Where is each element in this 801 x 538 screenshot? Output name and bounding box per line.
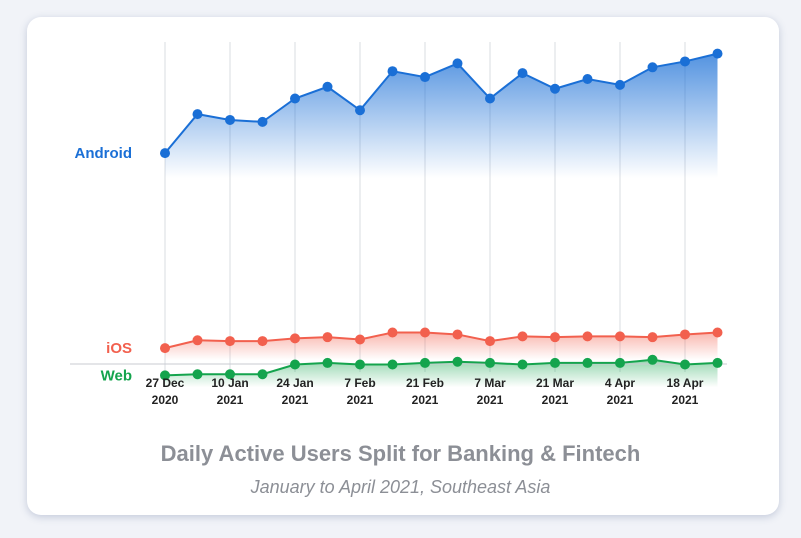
point-web [615, 357, 625, 368]
point-android [550, 83, 560, 94]
point-ios [290, 333, 300, 344]
area-fills [165, 53, 718, 388]
x-tick-label: 27 Dec 2020 [146, 376, 185, 407]
point-ios [355, 334, 365, 345]
point-web [355, 359, 365, 370]
point-web [582, 357, 593, 368]
x-tick-label: 18 Apr 2021 [667, 376, 704, 407]
point-web [452, 356, 463, 367]
point-web [420, 357, 430, 368]
point-android [647, 62, 658, 73]
point-web [290, 359, 300, 370]
series-label-android: Android [75, 145, 133, 162]
point-ios [322, 332, 333, 343]
chart-title: Daily Active Users Split for Banking & F… [160, 441, 641, 466]
point-web [485, 357, 495, 368]
point-ios [225, 336, 235, 347]
line-web [164, 358, 718, 377]
point-android [680, 56, 690, 67]
point-ios [550, 332, 560, 343]
point-android [517, 68, 528, 79]
series-label-ios: iOS [106, 340, 132, 357]
series-label-web: Web [101, 367, 132, 384]
point-android [452, 58, 463, 69]
line-ios [164, 331, 718, 350]
point-android [355, 105, 365, 116]
point-android [225, 114, 235, 125]
point-web [712, 357, 723, 368]
x-tick-label: 7 Feb 2021 [344, 376, 375, 407]
point-android [257, 116, 268, 127]
point-ios [387, 327, 398, 338]
series-points [160, 48, 723, 381]
point-android [160, 148, 170, 159]
point-ios [680, 329, 690, 340]
point-android [615, 79, 625, 90]
point-ios [485, 336, 495, 347]
x-tick-label: 7 Mar 2021 [474, 376, 506, 407]
point-ios [582, 331, 593, 342]
point-ios [517, 331, 528, 342]
x-tick-label: 24 Jan 2021 [276, 376, 313, 407]
point-ios [420, 327, 430, 338]
point-android [192, 109, 203, 120]
point-ios [647, 332, 658, 343]
series-labels: Android iOS Web [75, 145, 133, 384]
area-android [165, 53, 718, 179]
x-tick-labels: 27 Dec 2020 10 Jan 2021 24 Jan 2021 7 Feb 2021 2… [146, 376, 704, 407]
area-ios [165, 332, 718, 361]
point-web [550, 357, 560, 368]
point-android [485, 93, 495, 104]
area-web [165, 359, 718, 388]
point-web [257, 369, 268, 380]
point-web [160, 370, 170, 381]
point-android [420, 72, 430, 83]
point-web [517, 359, 528, 370]
x-tick-label: 21 Feb 2021 [406, 376, 444, 407]
point-ios [192, 335, 203, 346]
point-web [225, 369, 235, 380]
x-tick-label: 21 Mar 2021 [536, 376, 574, 407]
point-web [680, 359, 690, 370]
point-android [290, 93, 300, 104]
point-android [322, 81, 333, 92]
chart-subtitle: January to April 2021, Southeast Asia [250, 477, 551, 497]
point-ios [452, 329, 463, 340]
series-lines [164, 52, 718, 377]
point-ios [160, 343, 170, 354]
point-android [387, 66, 398, 77]
line-android [164, 52, 718, 154]
point-web [647, 354, 658, 365]
point-ios [712, 327, 723, 338]
point-web [387, 359, 398, 370]
x-tick-label: 4 Apr 2021 [605, 376, 636, 407]
point-web [192, 369, 203, 380]
point-ios [615, 331, 625, 342]
point-ios [257, 336, 268, 347]
x-tick-label: 10 Jan 2021 [211, 376, 248, 407]
point-android [712, 48, 723, 59]
point-web [322, 357, 333, 368]
point-android [582, 74, 593, 84]
